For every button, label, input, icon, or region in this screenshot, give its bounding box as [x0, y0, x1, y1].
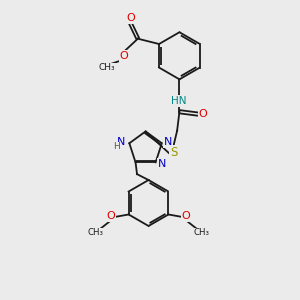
Text: O: O — [199, 109, 207, 119]
Text: CH₃: CH₃ — [194, 228, 209, 237]
Text: O: O — [106, 211, 115, 221]
Text: N: N — [117, 137, 126, 147]
Text: H: H — [114, 142, 120, 151]
Text: CH₃: CH₃ — [88, 228, 104, 237]
Text: N: N — [158, 159, 166, 169]
Text: HN: HN — [171, 96, 187, 106]
Text: N: N — [164, 137, 172, 147]
Text: CH₃: CH₃ — [99, 63, 115, 72]
Text: O: O — [126, 13, 135, 23]
Text: O: O — [120, 51, 128, 62]
Text: O: O — [182, 211, 190, 221]
Text: S: S — [170, 146, 177, 159]
